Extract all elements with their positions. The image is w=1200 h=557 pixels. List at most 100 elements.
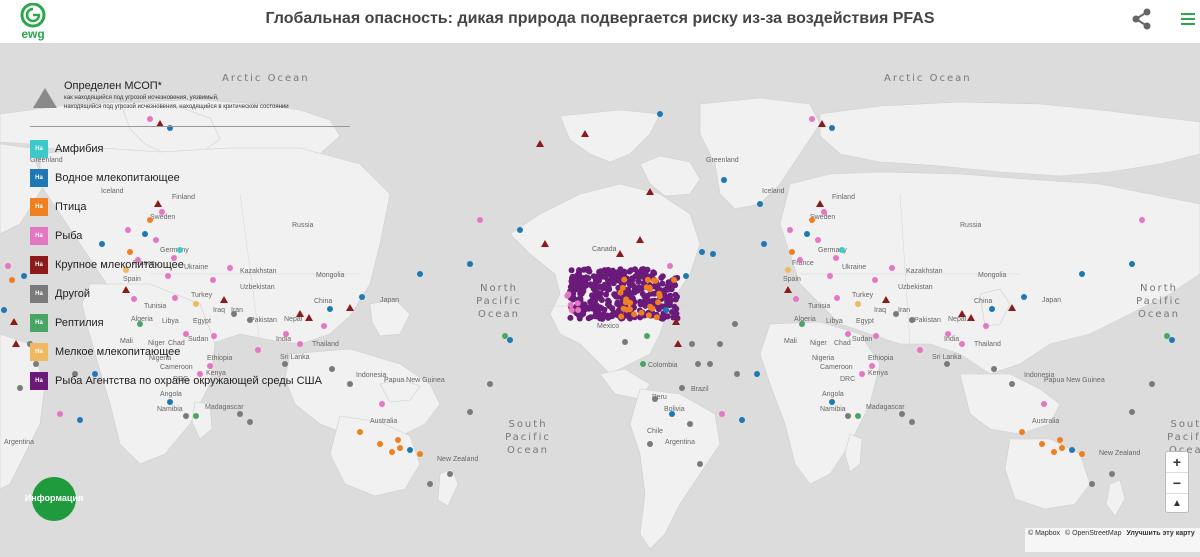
marker-epa-fish[interactable] <box>671 303 678 310</box>
marker-triangle[interactable] <box>12 340 20 347</box>
marker-fish[interactable] <box>135 257 141 263</box>
marker-bird[interactable] <box>1059 445 1065 451</box>
marker-fish[interactable] <box>719 411 725 417</box>
marker-other[interactable] <box>689 341 695 347</box>
marker-bird[interactable] <box>656 293 663 300</box>
marker-triangle[interactable] <box>636 236 644 243</box>
share-icon[interactable] <box>1131 8 1153 30</box>
marker-fish[interactable] <box>477 217 483 223</box>
marker-fish[interactable] <box>945 331 951 337</box>
world-map[interactable]: Arctic Ocean Arctic Ocean North Pacific … <box>0 44 1200 552</box>
marker-bird[interactable] <box>395 437 401 443</box>
marker-aqua[interactable] <box>327 306 333 312</box>
marker-fish[interactable] <box>568 307 575 314</box>
marker-epa-fish[interactable] <box>630 283 637 289</box>
marker-epa-fish[interactable] <box>612 293 619 300</box>
marker-epa-fish[interactable] <box>672 296 679 303</box>
marker-other[interactable] <box>697 461 703 467</box>
marker-epa-fish[interactable] <box>594 273 601 280</box>
marker-triangle[interactable] <box>536 140 544 147</box>
marker-epa-fish[interactable] <box>599 273 606 280</box>
marker-fish[interactable] <box>131 296 137 302</box>
marker-aqua[interactable] <box>804 231 810 237</box>
marker-other[interactable] <box>991 366 997 372</box>
marker-other[interactable] <box>734 371 740 377</box>
marker-epa-fish[interactable] <box>639 269 646 276</box>
marker-aqua[interactable] <box>829 399 835 405</box>
marker-epa-fish[interactable] <box>661 291 668 298</box>
marker-bird[interactable] <box>671 277 677 283</box>
marker-epa-fish[interactable] <box>587 314 594 321</box>
marker-other[interactable] <box>447 471 453 477</box>
marker-fish[interactable] <box>379 401 385 407</box>
marker-bird[interactable] <box>357 429 363 435</box>
marker-bird[interactable] <box>1039 441 1045 447</box>
marker-epa-fish[interactable] <box>626 290 633 297</box>
marker-epa-fish[interactable] <box>601 306 608 313</box>
marker-other[interactable] <box>679 385 685 391</box>
marker-epa-fish[interactable] <box>597 268 604 275</box>
marker-epa-fish[interactable] <box>601 281 608 288</box>
hamburger-menu-icon[interactable] <box>1181 10 1195 28</box>
marker-fish[interactable] <box>873 333 879 339</box>
marker-fish[interactable] <box>147 116 153 122</box>
marker-aqua[interactable] <box>142 231 148 237</box>
marker-aqua[interactable] <box>761 241 767 247</box>
marker-epa-fish[interactable] <box>629 275 636 282</box>
ewg-logo[interactable]: ewg <box>16 2 50 41</box>
attribution-mapbox[interactable]: © Mapbox <box>1028 530 1061 537</box>
marker-other[interactable] <box>1129 409 1135 415</box>
marker-epa-fish[interactable] <box>567 314 574 321</box>
marker-fish[interactable] <box>917 347 923 353</box>
marker-fish[interactable] <box>283 331 289 337</box>
marker-other[interactable] <box>1149 381 1155 387</box>
marker-bird[interactable] <box>397 445 403 451</box>
marker-triangle[interactable] <box>10 318 18 325</box>
marker-other[interactable] <box>707 361 713 367</box>
marker-rept[interactable] <box>644 333 650 339</box>
marker-fish[interactable] <box>574 300 581 307</box>
marker-bird[interactable] <box>1057 437 1063 443</box>
marker-epa-fish[interactable] <box>636 285 643 292</box>
marker-fish[interactable] <box>827 273 833 279</box>
marker-epa-fish[interactable] <box>658 274 665 281</box>
marker-epa-fish[interactable] <box>605 266 612 273</box>
data-markers[interactable] <box>0 44 1200 552</box>
marker-epa-fish[interactable] <box>651 270 658 277</box>
marker-fish[interactable] <box>815 237 821 243</box>
marker-fish[interactable] <box>227 265 233 271</box>
marker-fish[interactable] <box>197 371 203 377</box>
marker-epa-fish[interactable] <box>593 302 600 309</box>
marker-triangle[interactable] <box>346 304 354 311</box>
marker-other[interactable] <box>687 421 693 427</box>
marker-other[interactable] <box>1109 471 1115 477</box>
marker-epa-fish[interactable] <box>582 303 589 310</box>
marker-fish[interactable] <box>5 263 11 269</box>
info-button[interactable]: Информация <box>25 477 83 521</box>
attribution-improve-link[interactable]: Улучшить эту карту <box>1126 530 1195 537</box>
marker-aqua[interactable] <box>669 411 675 417</box>
marker-aqua[interactable] <box>167 399 173 405</box>
marker-other[interactable] <box>845 413 851 419</box>
marker-fish[interactable] <box>834 295 840 301</box>
marker-fish[interactable] <box>159 209 165 215</box>
marker-bird[interactable] <box>147 217 153 223</box>
marker-other[interactable] <box>893 311 899 317</box>
marker-bird[interactable] <box>809 217 815 223</box>
marker-bird[interactable] <box>646 284 653 291</box>
marker-rept[interactable] <box>640 361 646 367</box>
marker-fish[interactable] <box>57 411 63 417</box>
marker-fish[interactable] <box>833 255 839 261</box>
marker-fish[interactable] <box>1041 401 1047 407</box>
marker-other[interactable] <box>622 339 628 345</box>
marker-bird[interactable] <box>417 451 423 457</box>
marker-other[interactable] <box>427 481 433 487</box>
marker-epa-fish[interactable] <box>614 301 621 307</box>
marker-aqua[interactable] <box>710 251 716 257</box>
marker-fish[interactable] <box>255 347 261 353</box>
marker-epa-fish[interactable] <box>655 304 662 311</box>
marker-rept[interactable] <box>193 413 199 419</box>
marker-fish[interactable] <box>207 363 213 369</box>
marker-other[interactable] <box>647 441 653 447</box>
zoom-out-button[interactable]: − <box>1166 472 1188 493</box>
